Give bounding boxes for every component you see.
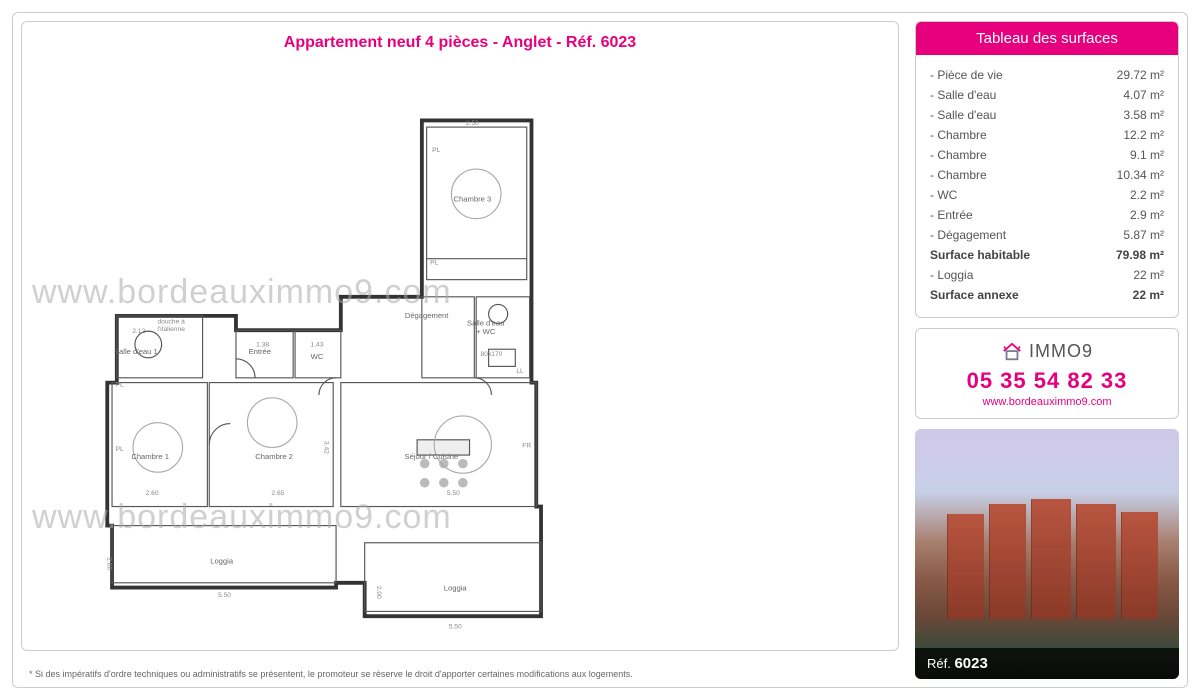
- building-photo: Réf. 6023: [915, 429, 1179, 679]
- room-label: Loggia: [210, 557, 234, 566]
- surfaces-header: Tableau des surfaces: [916, 22, 1178, 55]
- dim-label: PL: [116, 381, 124, 388]
- dim-label: 2.50: [466, 120, 479, 127]
- surface-row: - Chambre 10.34 m²: [930, 165, 1164, 185]
- dim-label: FR: [522, 442, 531, 449]
- phone-number[interactable]: 05 35 54 82 33: [926, 368, 1168, 394]
- dim-label: PL: [430, 259, 438, 266]
- surface-value: 2.9 m²: [1130, 208, 1164, 222]
- surface-value: 10.34 m²: [1117, 168, 1164, 182]
- surface-label: - Chambre: [930, 128, 987, 142]
- ref-bar: Réf. 6023: [915, 648, 1179, 679]
- dim-label: LL: [516, 368, 524, 375]
- dim-label: 1.38: [256, 341, 269, 348]
- surface-row: - Entrée 2.9 m²: [930, 205, 1164, 225]
- room-label: Séjour / Cuisine: [405, 452, 459, 461]
- room-label: Chambre 3: [454, 194, 492, 203]
- surface-label: - Salle d'eau: [930, 108, 996, 122]
- outer-frame: Appartement neuf 4 pièces - Anglet - Réf…: [12, 12, 1188, 688]
- surface-row: Surface habitable 79.98 m²: [930, 245, 1164, 265]
- surface-value: 79.98 m²: [1116, 248, 1164, 262]
- surface-value: 22 m²: [1133, 268, 1164, 282]
- surface-row: - WC 2.2 m²: [930, 185, 1164, 205]
- room-label: Chambre 2: [255, 452, 293, 461]
- surface-row: - Salle d'eau 4.07 m²: [930, 85, 1164, 105]
- dim-label: 5.50: [449, 624, 462, 631]
- room-label: Dégagement: [405, 311, 449, 320]
- house-icon: [1001, 342, 1023, 362]
- surface-value: 5.87 m²: [1123, 228, 1164, 242]
- dim-label: PL: [432, 147, 440, 154]
- brand-logo: IMMO9: [926, 341, 1168, 362]
- room-label: + WC: [476, 327, 496, 336]
- page-title: Appartement neuf 4 pièces - Anglet - Réf…: [22, 22, 898, 58]
- contact-card: IMMO9 05 35 54 82 33 www.bordeauximmo9.c…: [915, 328, 1179, 419]
- dim-label: 2.00: [105, 557, 112, 570]
- dim-label: 2.12: [132, 328, 145, 335]
- room-label: Chambre 1: [131, 452, 169, 461]
- surface-label: - Entrée: [930, 208, 973, 222]
- surface-label: Surface annexe: [930, 288, 1019, 302]
- ref-number: 6023: [954, 655, 987, 672]
- dim-label: 2.65: [271, 490, 284, 497]
- disclaimer-text: * Si des impératifs d'ordre techniques o…: [29, 669, 633, 679]
- surface-label: - Loggia: [930, 268, 973, 282]
- surface-label: - WC: [930, 188, 957, 202]
- dim-label: 5.50: [447, 490, 460, 497]
- right-panel: Tableau des surfaces - Pièce de vie 29.72…: [907, 13, 1187, 687]
- dim-label: 80x170: [481, 351, 503, 358]
- website-link[interactable]: www.bordeauximmo9.com: [926, 396, 1168, 408]
- dim-label: 1.43: [311, 341, 324, 348]
- floorplan-area: www.bordeauximmo9.com www.bordeauximmo9.…: [32, 68, 888, 640]
- floorplan-frame: Appartement neuf 4 pièces - Anglet - Réf…: [21, 21, 899, 651]
- surface-row: - Salle d'eau 3.58 m²: [930, 105, 1164, 125]
- surfaces-card: Tableau des surfaces - Pièce de vie 29.72…: [915, 21, 1179, 318]
- surface-label: Surface habitable: [930, 248, 1030, 262]
- surface-value: 3.58 m²: [1123, 108, 1164, 122]
- floorplan-svg: Chambre 3DégagementSalle d'eau+ WCSalle …: [32, 68, 888, 640]
- dim-label: 3.42: [323, 441, 330, 454]
- surfaces-list: - Pièce de vie 29.72 m² - Salle d'eau 4.07 …: [916, 55, 1178, 317]
- dim-label: 2.60: [146, 490, 159, 497]
- brand-name: IMMO9: [1029, 341, 1093, 362]
- dim-label: 2.00: [375, 586, 382, 599]
- surface-label: - Chambre: [930, 168, 987, 182]
- surface-row: Surface annexe 22 m²: [930, 285, 1164, 305]
- room-label: Salle d'eau 1: [114, 347, 158, 356]
- surface-value: 12.2 m²: [1123, 128, 1164, 142]
- surface-row: - Loggia 22 m²: [930, 265, 1164, 285]
- surface-row: - Chambre 12.2 m²: [930, 125, 1164, 145]
- dim-label: 5.50: [218, 592, 231, 599]
- surface-row: - Dégagement 5.87 m²: [930, 225, 1164, 245]
- dim-label: l'italienne: [157, 326, 185, 333]
- surface-row: - Chambre 9.1 m²: [930, 145, 1164, 165]
- dim-label: PL: [116, 446, 124, 453]
- ref-label: Réf.: [927, 656, 951, 671]
- surface-value: 22 m²: [1133, 288, 1164, 302]
- room-label: Loggia: [444, 583, 468, 592]
- surface-label: - Pièce de vie: [930, 68, 1003, 82]
- surface-value: 2.2 m²: [1130, 188, 1164, 202]
- dim-label: douche à: [157, 318, 185, 325]
- surface-label: - Dégagement: [930, 228, 1006, 242]
- surface-value: 29.72 m²: [1117, 68, 1164, 82]
- surface-value: 4.07 m²: [1123, 88, 1164, 102]
- room-label: WC: [311, 352, 324, 361]
- surface-label: - Salle d'eau: [930, 88, 996, 102]
- surface-row: - Pièce de vie 29.72 m²: [930, 65, 1164, 85]
- surface-value: 9.1 m²: [1130, 148, 1164, 162]
- left-panel: Appartement neuf 4 pièces - Anglet - Réf…: [13, 13, 907, 687]
- surface-label: - Chambre: [930, 148, 987, 162]
